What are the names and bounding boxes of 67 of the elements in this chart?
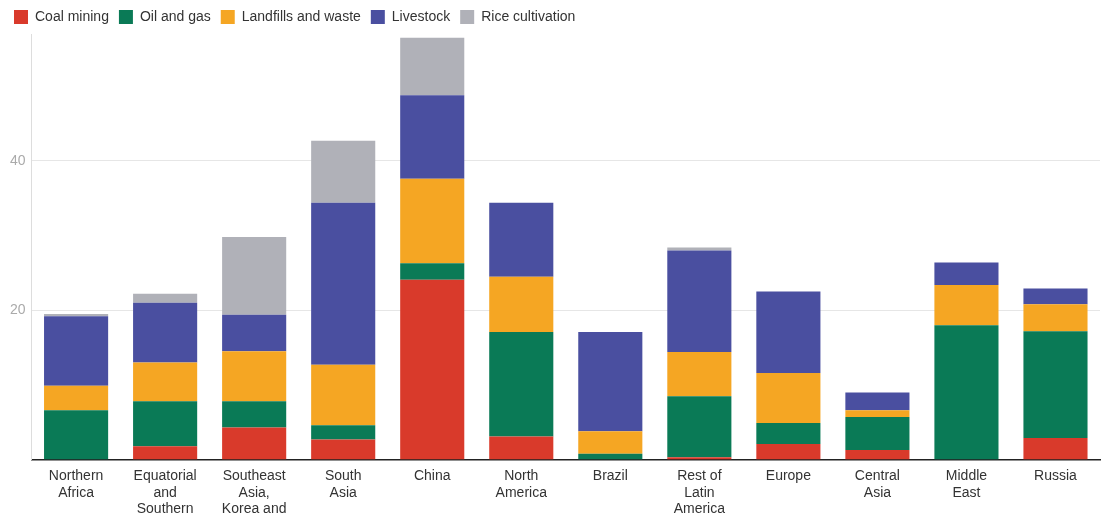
bar	[133, 401, 198, 447]
x-tick-label: South Asia	[324, 466, 362, 500]
bar	[578, 431, 643, 454]
x-tick-label: Russia	[1034, 466, 1078, 483]
legend-label: Landfills and waste	[241, 7, 362, 24]
y-tick-label: 20	[9, 301, 26, 318]
bar	[489, 331, 554, 437]
bar	[756, 372, 821, 424]
bar	[934, 262, 999, 285]
bar	[845, 410, 910, 418]
bar	[133, 302, 198, 363]
bar	[311, 439, 376, 460]
bar	[1023, 288, 1088, 305]
bar	[1023, 331, 1088, 438]
bar	[133, 446, 198, 460]
bar	[1023, 304, 1088, 332]
bar	[222, 351, 287, 402]
bar	[667, 247, 732, 251]
bar	[1023, 437, 1088, 460]
x-tick-label: Southeast Asia, Korea and	[221, 466, 287, 517]
bar	[44, 385, 109, 411]
bar	[222, 427, 287, 460]
bar	[311, 140, 376, 203]
bar	[44, 410, 109, 460]
bar	[44, 316, 109, 386]
bar	[400, 279, 465, 460]
bar	[756, 291, 821, 373]
bar	[756, 443, 821, 460]
bar	[489, 436, 554, 460]
bar	[489, 202, 554, 277]
bar	[489, 276, 554, 332]
y-tick-label: 40	[9, 151, 26, 168]
bar	[400, 178, 465, 264]
bar	[133, 293, 198, 303]
bar	[667, 250, 732, 353]
bar	[667, 352, 732, 397]
bar	[400, 95, 465, 179]
x-tick-label: Brazil	[592, 466, 628, 483]
bar	[756, 423, 821, 444]
bar	[845, 417, 910, 450]
x-tick-label: Northern Africa	[48, 466, 104, 500]
x-tick-label: China	[413, 466, 451, 483]
legend-label: Livestock	[391, 7, 452, 24]
bar	[400, 263, 465, 280]
bar	[845, 392, 910, 411]
bar	[311, 202, 376, 365]
bar	[400, 37, 465, 96]
bar	[222, 237, 287, 315]
bar	[311, 364, 376, 426]
bar	[133, 362, 198, 402]
legend-label: Coal mining	[35, 7, 109, 24]
bar	[311, 425, 376, 440]
bar	[578, 331, 643, 432]
x-tick-label: Rest of Latin America	[673, 466, 726, 517]
bar	[667, 396, 732, 458]
x-tick-label: Europe	[765, 466, 812, 483]
bar	[222, 314, 287, 352]
bar	[934, 284, 999, 326]
legend-label: Oil and gas	[139, 7, 211, 24]
x-tick-label: Equatorial and Southern	[133, 466, 197, 517]
bar	[934, 325, 999, 460]
x-tick-label: Central Asia	[854, 466, 900, 500]
x-tick-label: North America	[495, 466, 548, 500]
bar	[845, 449, 910, 460]
x-tick-label: Middle East	[945, 466, 988, 500]
legend-label: Rice cultivation	[481, 7, 576, 24]
bar	[222, 401, 287, 428]
